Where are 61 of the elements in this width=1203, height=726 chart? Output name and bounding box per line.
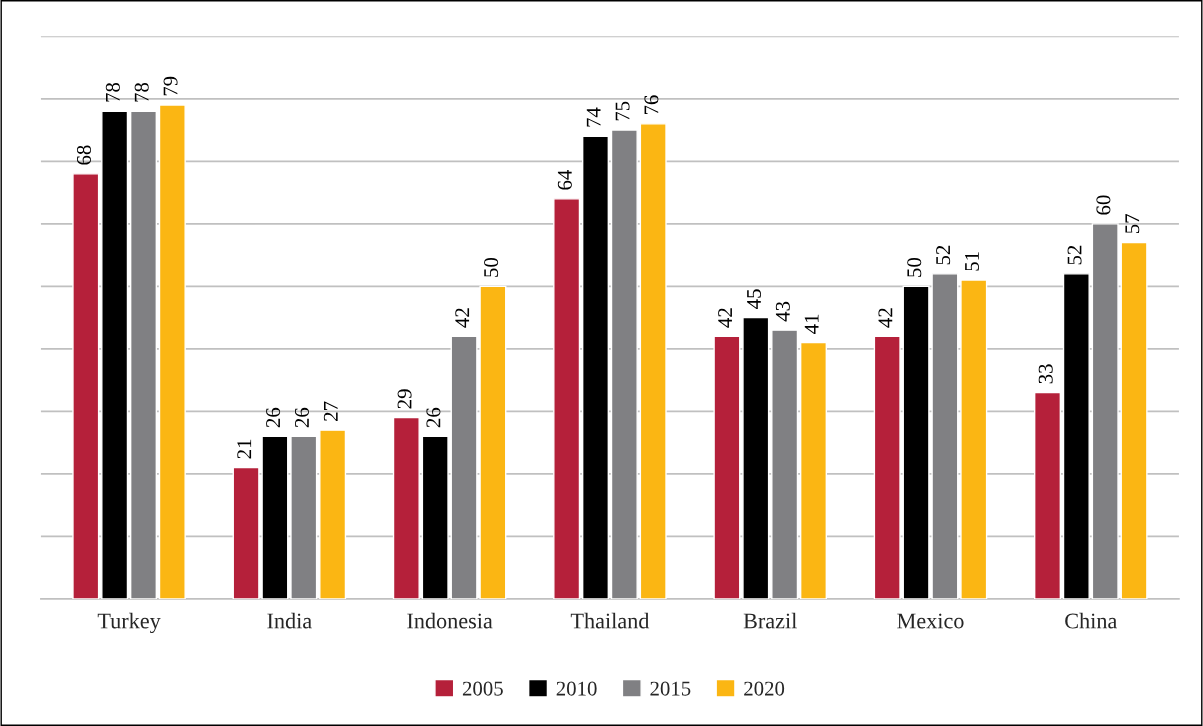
bar	[771, 329, 799, 599]
data-label: 42	[455, 308, 470, 328]
data-label: 27	[323, 401, 338, 421]
data-label: 43	[775, 301, 790, 322]
data-label: 78	[134, 82, 149, 102]
bar	[713, 335, 741, 599]
legend-label: 2010	[556, 681, 597, 696]
bar	[610, 129, 638, 599]
data-label: 26	[294, 407, 309, 428]
x-tick-label: Thailand	[570, 612, 650, 629]
bar	[553, 198, 581, 599]
data-label: 50	[907, 257, 922, 277]
bar	[1091, 223, 1119, 599]
bar	[421, 435, 449, 599]
data-label: 76	[644, 95, 659, 115]
bar	[742, 316, 770, 599]
x-tick-label: Mexico	[897, 613, 964, 629]
bar	[290, 435, 318, 599]
x-tick-label: Turkey	[97, 612, 161, 634]
bar	[319, 429, 347, 599]
data-label: 51	[965, 252, 979, 271]
data-label: 42	[718, 308, 732, 328]
data-label: 29	[397, 389, 412, 409]
data-label: 21	[237, 439, 252, 459]
x-tick-label: China	[1065, 612, 1118, 629]
data-label: 52	[1067, 245, 1082, 265]
bar	[72, 173, 100, 599]
data-label: 26	[426, 407, 441, 428]
data-label: 64	[557, 170, 572, 190]
x-tick-label: India	[267, 612, 312, 629]
bar	[581, 135, 610, 599]
data-label: 79	[163, 76, 178, 96]
bar	[1033, 391, 1062, 599]
data-label: 50	[484, 257, 499, 277]
data-label: 57	[1125, 214, 1140, 234]
bar	[129, 110, 158, 599]
data-label: 41	[804, 314, 819, 334]
data-label: 33	[1038, 364, 1053, 384]
data-label: 60	[1096, 195, 1111, 215]
bar	[158, 104, 186, 599]
bar	[960, 279, 988, 599]
x-tick-label: Indonesia	[407, 612, 493, 629]
data-label: 78	[105, 82, 120, 102]
data-label: 52	[936, 245, 951, 265]
bar	[799, 341, 828, 599]
data-label: 45	[747, 289, 761, 309]
legend-label: 2020	[744, 681, 785, 696]
data-label: 26	[266, 407, 281, 428]
bar	[1120, 241, 1148, 599]
data-label: 68	[76, 145, 91, 165]
data-label: 74	[586, 107, 601, 127]
bar	[101, 110, 129, 599]
data-label: 75	[615, 101, 630, 121]
legend-label: 2005	[462, 681, 503, 696]
legend-label: 2015	[650, 681, 691, 696]
bar	[639, 123, 667, 599]
bar	[1062, 273, 1090, 599]
data-label: 42	[878, 308, 893, 328]
bar	[392, 416, 420, 599]
x-tick-label: Brazil	[743, 612, 797, 629]
bar	[873, 335, 901, 599]
